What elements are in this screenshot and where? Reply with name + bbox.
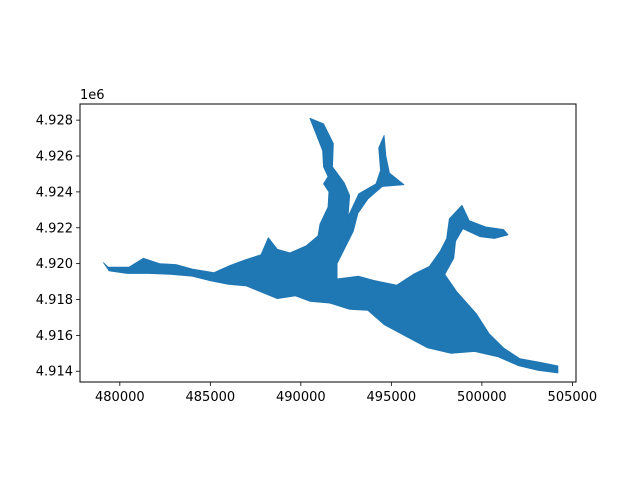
y-tick-label: 4.922 [36, 221, 73, 236]
x-tick-label: 485000 [186, 390, 236, 405]
y-tick-label: 4.920 [36, 257, 73, 272]
y-offset-label: 1e6 [80, 88, 105, 103]
x-tick-label: 505000 [548, 390, 598, 405]
regions-layer [103, 117, 559, 374]
x-tick-label: 480000 [95, 390, 145, 405]
x-axis: 480000 485000 490000 495000 500000 505000 [95, 382, 597, 405]
y-tick-label: 4.918 [36, 293, 73, 308]
x-tick-label: 500000 [457, 390, 507, 405]
x-tick-label: 495000 [367, 390, 417, 405]
y-tick-label: 4.924 [36, 185, 73, 200]
y-axis: 4.914 4.916 4.918 4.920 4.922 4.924 4.926 4.928 [36, 114, 80, 380]
region-main-water-body [103, 117, 559, 374]
x-tick-label: 490000 [276, 390, 326, 405]
axes-frame [79, 103, 577, 383]
y-tick-label: 4.914 [36, 365, 73, 380]
y-tick-label: 4.916 [36, 329, 73, 344]
y-tick-label: 4.928 [36, 114, 73, 129]
y-tick-label: 4.926 [36, 150, 73, 165]
